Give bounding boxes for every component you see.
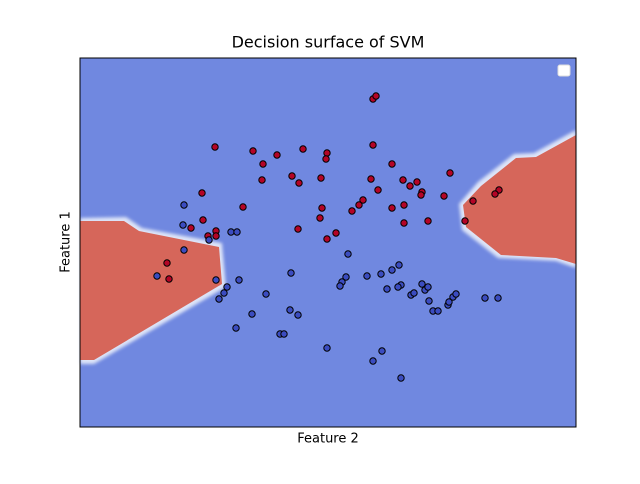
point bbox=[294, 311, 302, 319]
chart-title: Decision surface of SVM bbox=[232, 33, 425, 52]
point bbox=[239, 203, 247, 211]
point bbox=[417, 191, 425, 199]
point bbox=[211, 143, 219, 151]
point bbox=[469, 197, 477, 205]
point bbox=[235, 276, 243, 284]
point bbox=[288, 172, 296, 180]
point bbox=[344, 250, 352, 258]
point bbox=[388, 160, 396, 168]
point bbox=[397, 374, 405, 382]
point bbox=[400, 219, 408, 227]
point bbox=[198, 189, 206, 197]
y-axis-label: Feature 1 bbox=[59, 211, 74, 273]
point bbox=[332, 229, 340, 237]
x-axis-label: Feature 2 bbox=[297, 432, 359, 447]
point bbox=[165, 275, 173, 283]
point bbox=[372, 92, 380, 100]
point bbox=[410, 289, 418, 297]
point bbox=[359, 196, 367, 204]
point bbox=[342, 273, 350, 281]
point bbox=[367, 175, 375, 183]
point bbox=[187, 224, 195, 232]
point bbox=[323, 344, 331, 352]
point bbox=[153, 272, 161, 280]
point bbox=[348, 207, 356, 215]
region bbox=[80, 221, 222, 360]
point bbox=[295, 179, 303, 187]
region bbox=[463, 135, 576, 264]
point bbox=[369, 141, 377, 149]
point bbox=[227, 228, 235, 236]
point bbox=[258, 176, 266, 184]
point bbox=[446, 169, 454, 177]
point bbox=[317, 174, 325, 182]
point bbox=[481, 294, 489, 302]
plot-frame bbox=[79, 57, 577, 428]
legend bbox=[557, 64, 571, 77]
point bbox=[374, 186, 382, 194]
point bbox=[180, 201, 188, 209]
point bbox=[355, 201, 363, 209]
point bbox=[322, 155, 330, 163]
point bbox=[424, 217, 432, 225]
point bbox=[323, 149, 331, 157]
point bbox=[440, 192, 448, 200]
point bbox=[280, 330, 288, 338]
decision-regions bbox=[80, 130, 576, 364]
point bbox=[425, 297, 433, 305]
point bbox=[383, 285, 391, 293]
point bbox=[180, 246, 188, 254]
point bbox=[259, 160, 267, 168]
point bbox=[377, 270, 385, 278]
point bbox=[299, 145, 307, 153]
point bbox=[388, 204, 396, 212]
point bbox=[400, 201, 408, 209]
point bbox=[369, 357, 377, 365]
point bbox=[378, 347, 386, 355]
point bbox=[249, 147, 257, 155]
point bbox=[394, 283, 402, 291]
point bbox=[294, 225, 302, 233]
point bbox=[273, 151, 281, 159]
point bbox=[399, 176, 407, 184]
point bbox=[212, 276, 220, 284]
point bbox=[445, 298, 453, 306]
point bbox=[199, 216, 207, 224]
point bbox=[233, 228, 241, 236]
point bbox=[452, 290, 460, 298]
point bbox=[220, 289, 228, 297]
point bbox=[318, 204, 326, 212]
point bbox=[395, 261, 403, 269]
point bbox=[215, 295, 223, 303]
point bbox=[205, 236, 213, 244]
point bbox=[336, 282, 344, 290]
point bbox=[287, 269, 295, 277]
point bbox=[163, 259, 171, 267]
point bbox=[494, 294, 502, 302]
point bbox=[323, 235, 331, 243]
point bbox=[413, 178, 421, 186]
point bbox=[363, 272, 371, 280]
point bbox=[418, 280, 426, 288]
point bbox=[406, 182, 414, 190]
point bbox=[461, 217, 469, 225]
point bbox=[248, 310, 256, 318]
point bbox=[262, 290, 270, 298]
point bbox=[286, 306, 294, 314]
point bbox=[316, 214, 324, 222]
point bbox=[223, 283, 231, 291]
point bbox=[424, 283, 432, 291]
point bbox=[491, 190, 499, 198]
point bbox=[179, 221, 187, 229]
point bbox=[434, 307, 442, 315]
point bbox=[232, 324, 240, 332]
point bbox=[212, 232, 220, 240]
point bbox=[388, 266, 396, 274]
